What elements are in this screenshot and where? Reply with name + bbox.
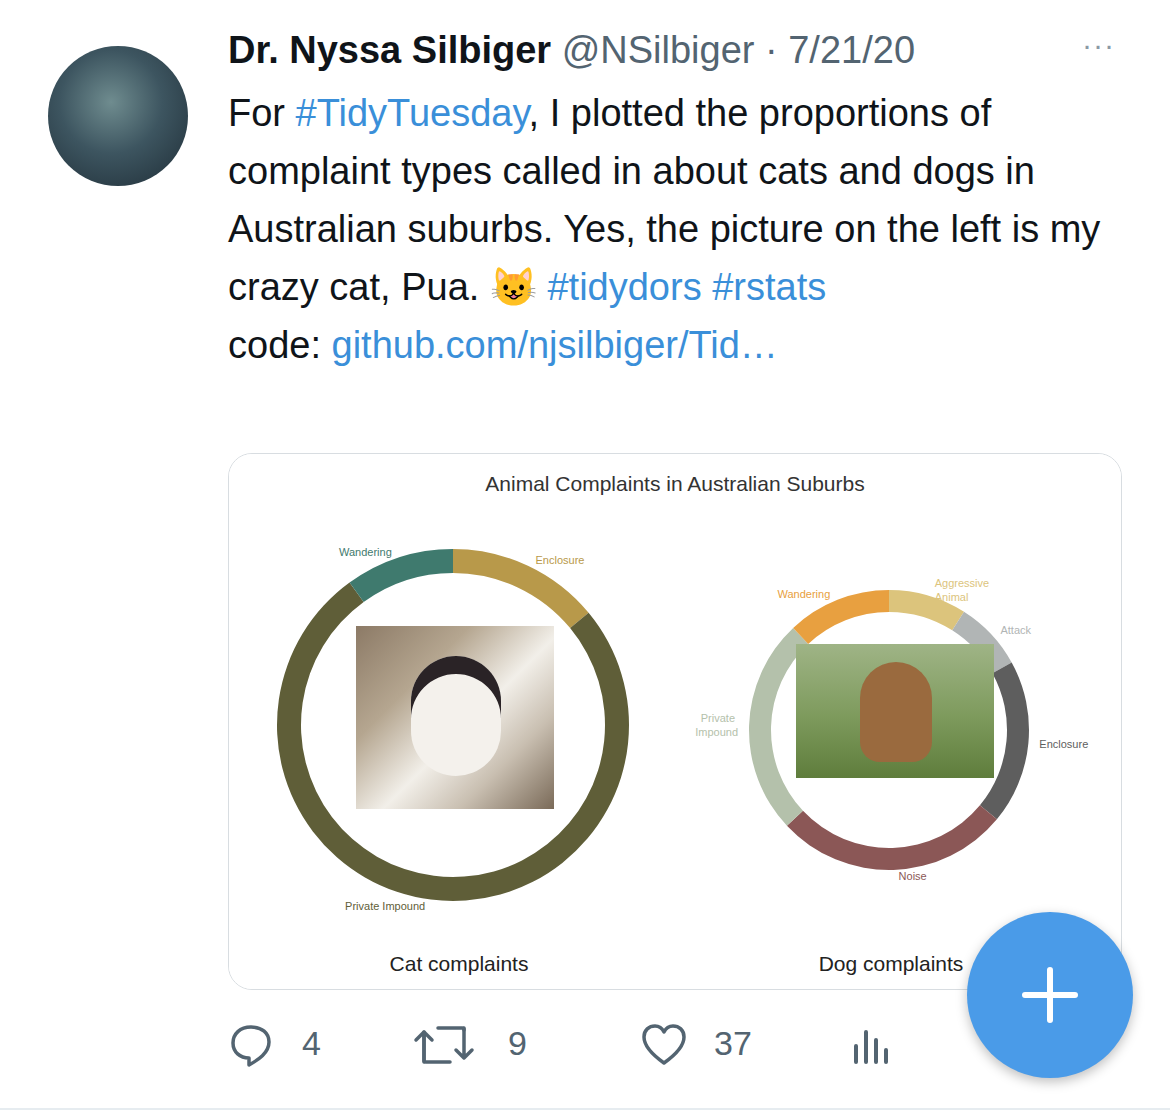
svg-text:Wandering: Wandering: [777, 588, 830, 600]
svg-text:Noise: Noise: [899, 870, 927, 882]
svg-text:Wandering: Wandering: [339, 546, 392, 558]
html-text:For #TidyTuesday, I plotted th: For #TidyTuesday, I plotted the proporti…: [228, 92, 1101, 308]
svg-text:Dog complaints: Dog complaints: [819, 952, 964, 975]
svg-text:Private: Private: [701, 712, 738, 724]
svg-text:Enclosure: Enclosure: [1039, 738, 1088, 750]
html-text:4: 4: [302, 1024, 321, 1062]
html-text:code: github.com/njsilbiger/Ti: code: github.com/njsilbiger/Tid…: [228, 324, 778, 366]
html-text:37: 37: [714, 1024, 752, 1062]
svg-text:Animal Complaints in Australia: Animal Complaints in Australian Suburbs: [485, 472, 864, 495]
svg-text:Animal: Animal: [935, 591, 969, 603]
html-text:Dr. Nyssa Silbiger @NSilbiger: Dr. Nyssa Silbiger @NSilbiger · 7/21/20: [228, 29, 915, 71]
svg-text:Enclosure: Enclosure: [535, 554, 584, 566]
svg-text:Attack: Attack: [1000, 624, 1031, 636]
svg-text:Cat complaints: Cat complaints: [390, 952, 529, 975]
svg-text:Private Impound: Private Impound: [345, 900, 425, 912]
svg-text:Aggressive: Aggressive: [935, 577, 992, 589]
svg-text:Impound: Impound: [695, 726, 738, 738]
html-text:9: 9: [508, 1024, 527, 1062]
